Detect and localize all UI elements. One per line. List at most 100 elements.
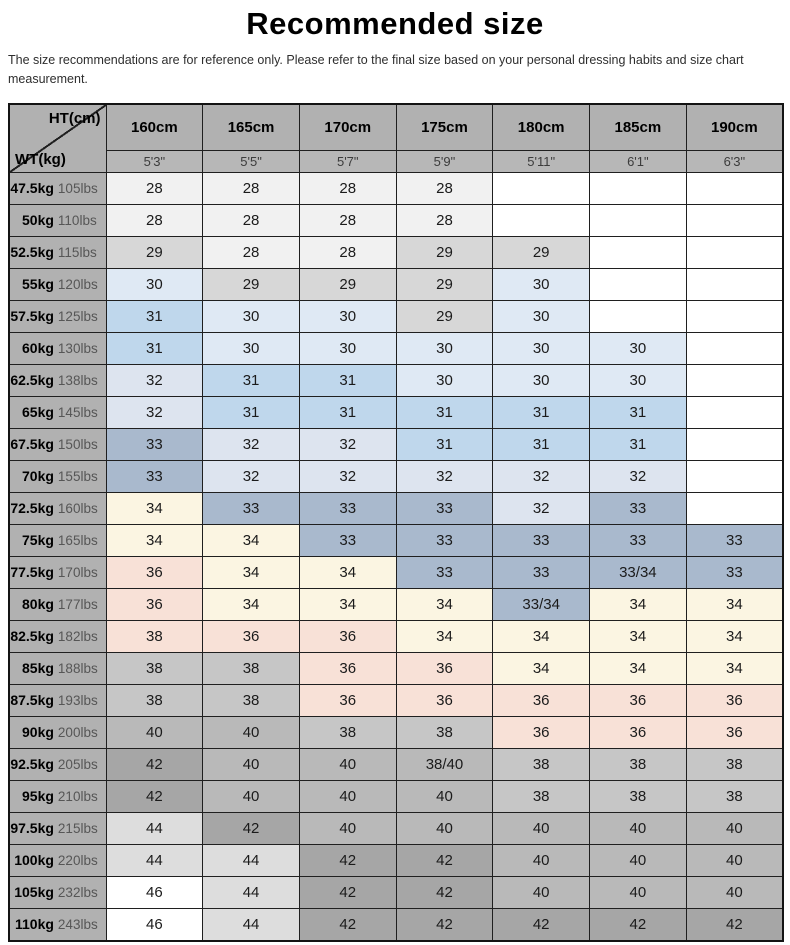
size-value-cell: 34: [589, 587, 687, 621]
size-value-cell: 46: [105, 907, 204, 942]
table-row: 82.5kg 182lbs 38 36 36 34 34 34 34: [8, 619, 784, 653]
size-value-cell: 29: [395, 235, 494, 269]
size-value-cell: 40: [685, 875, 784, 909]
size-value-cell: 33: [589, 523, 687, 557]
size-value-cell: 28: [202, 235, 300, 269]
header-row-ft: 5'3" 5'5" 5'7" 5'9" 5'11" 6'1" 6'3": [9, 149, 784, 173]
weight-label-cell: 87.5kg 193lbs: [8, 683, 107, 717]
size-value-cell: 34: [105, 523, 204, 557]
weight-label-cell: 62.5kg 138lbs: [8, 363, 107, 397]
size-value-cell: 42: [395, 875, 494, 909]
size-value-cell: 33: [395, 523, 494, 557]
size-value-cell: 32: [492, 491, 591, 525]
weight-label-cell: 95kg 210lbs: [8, 779, 107, 813]
size-value-cell: 38: [589, 779, 687, 813]
size-value-cell: 42: [105, 779, 204, 813]
weight-label-cell: 55kg 120lbs: [8, 267, 107, 301]
size-value-cell: 30: [492, 299, 591, 333]
weight-lbs-label: 160lbs: [57, 501, 98, 517]
size-value-cell: 32: [395, 459, 494, 493]
size-value-cell: 34: [395, 619, 494, 653]
empty-cell: [685, 459, 784, 493]
table-row: 90kg 200lbs 40 40 38 38 36 36 36: [8, 715, 784, 749]
size-value-cell: 31: [298, 395, 397, 429]
size-value-cell: 38: [492, 779, 591, 813]
weight-kg-label: 82.5kg: [10, 628, 54, 645]
size-value-cell: 28: [395, 203, 494, 237]
size-value-cell: 33/34: [589, 555, 687, 589]
table-row: 52.5kg 115lbs 29 28 28 29 29: [8, 235, 784, 269]
weight-label-cell: 85kg 188lbs: [8, 651, 107, 685]
empty-cell: [685, 331, 784, 365]
size-value-cell: 30: [298, 299, 397, 333]
size-value-cell: 40: [589, 811, 687, 845]
size-value-cell: 36: [685, 683, 784, 717]
size-value-cell: 38: [685, 779, 784, 813]
weight-lbs-label: 110lbs: [57, 213, 97, 229]
weight-label-cell: 75kg 165lbs: [8, 523, 107, 557]
size-value-cell: 36: [589, 683, 687, 717]
table-header: HT(cm) WT(kg) 160cm 165cm 170cm 175cm 180cm 185…: [8, 103, 784, 173]
height-header-cell: 165cm: [202, 103, 300, 151]
empty-cell: [589, 299, 687, 333]
weight-label-cell: 80kg 177lbs: [8, 587, 107, 621]
size-value-cell: 33: [492, 555, 591, 589]
size-value-cell: 42: [492, 907, 591, 942]
size-value-cell: 36: [298, 619, 397, 653]
weight-lbs-label: 220lbs: [57, 853, 98, 869]
size-value-cell: 38: [202, 651, 300, 685]
size-value-cell: 42: [202, 811, 300, 845]
table-row: 100kg 220lbs 44 44 42 42 40 40 40: [8, 843, 784, 877]
size-value-cell: 40: [395, 779, 494, 813]
size-value-cell: 40: [589, 843, 687, 877]
weight-kg-label: 72.5kg: [10, 500, 54, 517]
size-value-cell: 31: [395, 427, 494, 461]
weight-label-cell: 110kg 243lbs: [8, 907, 107, 942]
size-value-cell: 32: [105, 395, 204, 429]
empty-cell: [685, 363, 784, 397]
size-value-cell: 28: [298, 203, 397, 237]
weight-kg-label: 80kg: [22, 596, 54, 613]
size-value-cell: 30: [395, 363, 494, 397]
size-value-cell: 38: [298, 715, 397, 749]
size-value-cell: 32: [589, 459, 687, 493]
size-value-cell: 28: [298, 235, 397, 269]
weight-lbs-label: 105lbs: [57, 181, 98, 197]
size-value-cell: 34: [105, 491, 204, 525]
height-subheader-cell: 6'1": [589, 149, 687, 173]
size-value-cell: 38: [492, 747, 591, 781]
weight-kg-label: 62.5kg: [10, 372, 54, 389]
size-value-cell: 34: [492, 651, 591, 685]
size-value-cell: 34: [685, 587, 784, 621]
size-value-cell: 40: [105, 715, 204, 749]
weight-lbs-label: 150lbs: [57, 437, 98, 453]
disclaimer-text: The size recommendations are for referen…: [8, 53, 744, 87]
weight-label-cell: 100kg 220lbs: [8, 843, 107, 877]
size-value-cell: 28: [105, 203, 204, 237]
size-value-cell: 33: [105, 459, 204, 493]
size-value-cell: 40: [298, 811, 397, 845]
weight-lbs-label: 155lbs: [57, 469, 98, 485]
weight-kg-label: 87.5kg: [10, 692, 54, 709]
size-value-cell: 32: [202, 459, 300, 493]
weight-lbs-label: 200lbs: [57, 725, 98, 741]
size-value-cell: 40: [589, 875, 687, 909]
weight-kg-label: 70kg: [22, 468, 54, 485]
weight-lbs-label: 210lbs: [57, 789, 98, 805]
size-value-cell: 34: [202, 555, 300, 589]
empty-cell: [492, 171, 591, 205]
size-table: HT(cm) WT(kg) 160cm 165cm 170cm 175cm 180cm 185…: [8, 102, 784, 942]
empty-cell: [685, 203, 784, 237]
weight-kg-label: 85kg: [22, 660, 54, 677]
size-value-cell: 44: [105, 811, 204, 845]
size-value-cell: 29: [105, 235, 204, 269]
weight-label-cell: 57.5kg 125lbs: [8, 299, 107, 333]
weight-lbs-label: 205lbs: [57, 757, 98, 773]
weight-label-cell: 77.5kg 170lbs: [8, 555, 107, 589]
table-row: 85kg 188lbs 38 38 36 36 34 34 34: [8, 651, 784, 685]
size-value-cell: 30: [589, 331, 687, 365]
size-value-cell: 34: [685, 651, 784, 685]
size-value-cell: 31: [298, 363, 397, 397]
size-value-cell: 32: [105, 363, 204, 397]
height-header-cell: 180cm: [492, 103, 591, 151]
